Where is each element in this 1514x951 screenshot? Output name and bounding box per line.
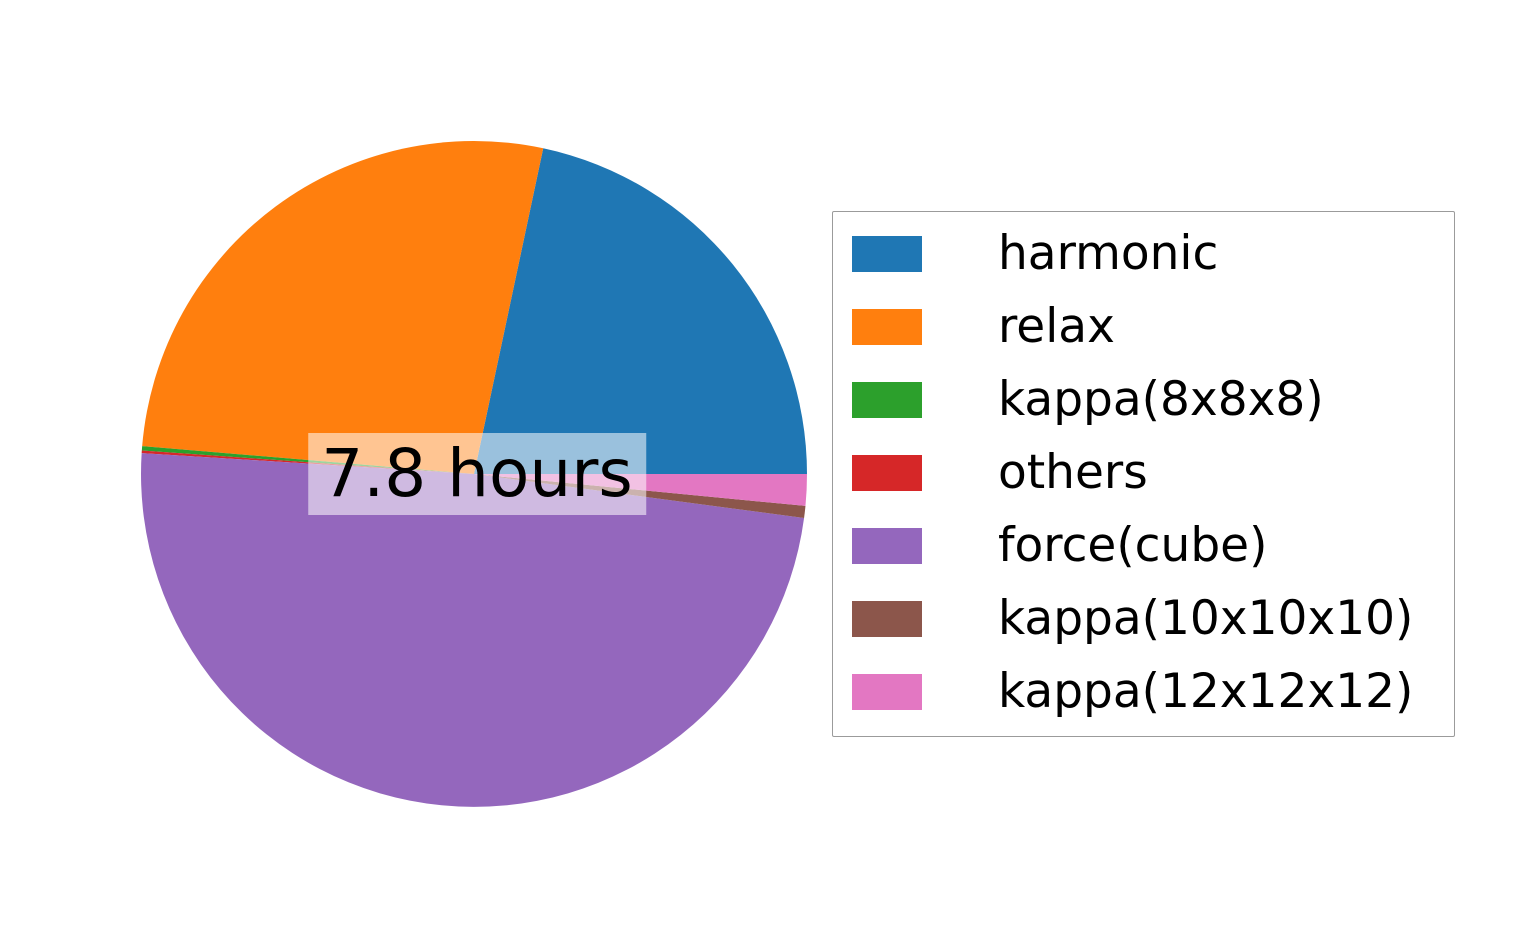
legend-item-kappa-12x12x12: kappa(12x12x12) [852, 655, 1454, 728]
pie-slice-relax [142, 141, 544, 474]
legend-item-force-cube: force(cube) [852, 509, 1454, 582]
legend-item-harmonic: harmonic [852, 217, 1454, 290]
legend-item-kappa-10x10x10: kappa(10x10x10) [852, 582, 1454, 655]
legend-swatch-kappa-8x8x8 [852, 381, 922, 418]
legend-item-relax: relax [852, 290, 1454, 363]
pie-slice-force-cube [141, 453, 805, 807]
legend-label: others [998, 445, 1148, 500]
pie-slice-harmonic [474, 148, 807, 474]
total-time-label: 7.8 hours [308, 433, 646, 515]
legend-label: kappa(12x12x12) [998, 664, 1414, 719]
legend-swatch-force-cube [852, 527, 922, 564]
legend-item-kappa-8x8x8: kappa(8x8x8) [852, 363, 1454, 436]
legend: harmonic relax kappa(8x8x8) others force… [832, 211, 1455, 737]
legend-label: kappa(10x10x10) [998, 591, 1414, 646]
legend-swatch-relax [852, 308, 922, 345]
legend-swatch-kappa-12x12x12 [852, 673, 922, 710]
legend-swatch-harmonic [852, 235, 922, 272]
legend-item-others: others [852, 436, 1454, 509]
legend-label: harmonic [998, 226, 1219, 281]
legend-label: force(cube) [998, 518, 1268, 573]
pie-chart [141, 141, 807, 807]
legend-swatch-kappa-10x10x10 [852, 600, 922, 637]
legend-swatch-others [852, 454, 922, 491]
legend-label: relax [998, 299, 1115, 354]
legend-label: kappa(8x8x8) [998, 372, 1324, 427]
